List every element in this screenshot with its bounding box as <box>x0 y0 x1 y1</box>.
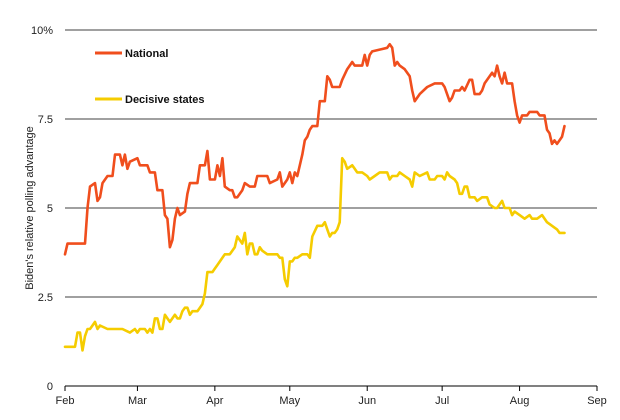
x-tick-label: Apr <box>206 395 223 407</box>
x-axis-ticks: Feb Mar Apr May Jun Jul Aug Sep <box>56 386 607 407</box>
y-axis-label: Biden's relative polling advantage <box>24 126 36 290</box>
legend: National Decisive states <box>95 48 205 106</box>
legend-label-decisive-states: Decisive states <box>125 94 205 106</box>
series-line-national <box>63 42 566 256</box>
y-tick-label: 5 <box>47 203 53 215</box>
x-tick-label: Aug <box>510 395 530 407</box>
x-tick-label: Mar <box>128 395 147 407</box>
gridlines <box>65 29 597 298</box>
legend-label-national: National <box>125 48 168 60</box>
y-tick-label: 0 <box>47 381 53 393</box>
x-tick-label: Jul <box>435 395 449 407</box>
x-tick-label: May <box>279 395 300 407</box>
y-tick-label: 7.5 <box>38 114 53 126</box>
series-lines <box>63 42 566 352</box>
x-tick-label: Feb <box>56 395 75 407</box>
series-line-decisive-states <box>63 156 566 352</box>
y-axis-ticks: 0 2.5 5 7.5 10% <box>31 25 53 393</box>
x-tick-label: Sep <box>587 395 607 407</box>
y-tick-label: 2.5 <box>38 292 53 304</box>
y-tick-label: 10% <box>31 25 53 37</box>
x-tick-label: Jun <box>358 395 376 407</box>
